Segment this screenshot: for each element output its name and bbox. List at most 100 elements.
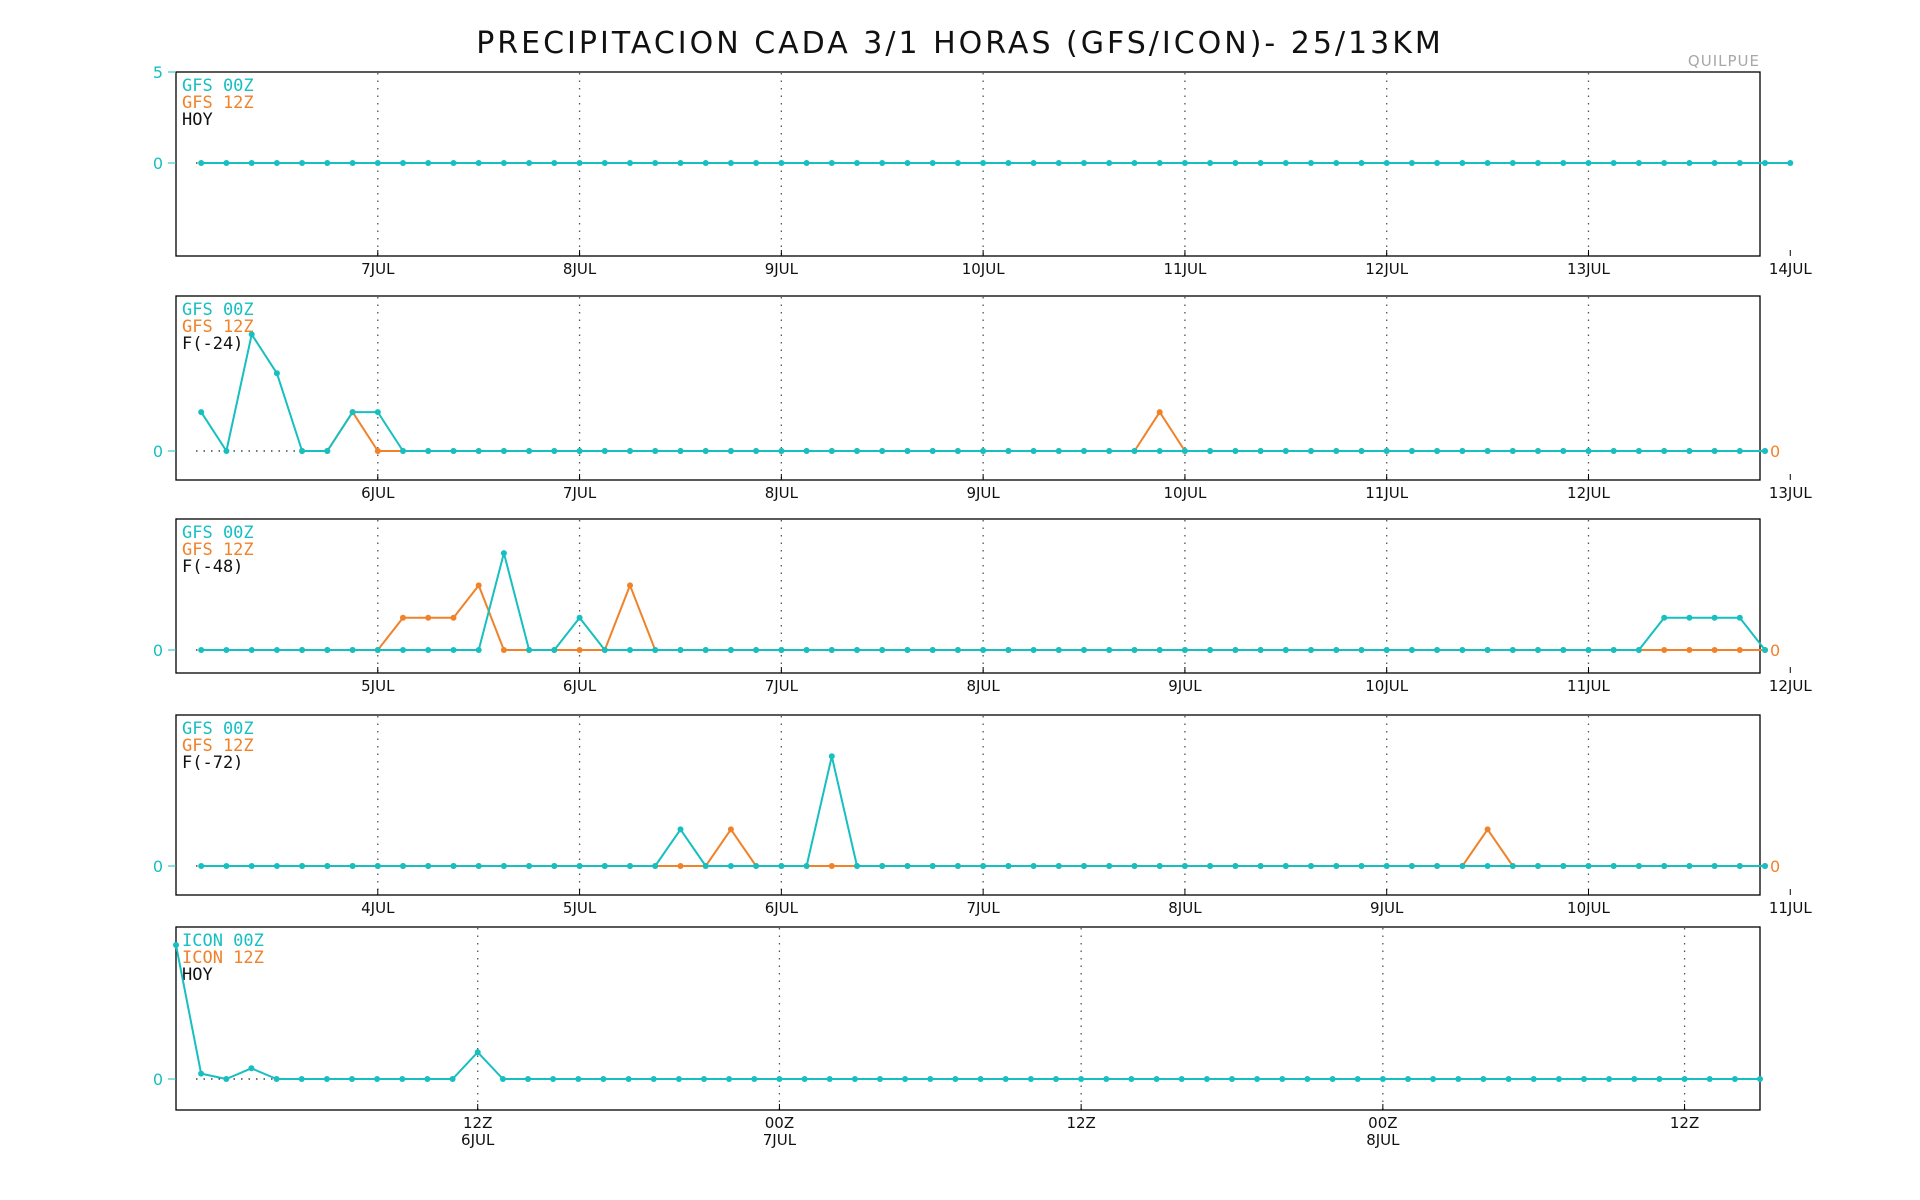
station-label: QUILPUE xyxy=(1688,52,1760,70)
x-tick-label: 10JUL xyxy=(1365,677,1408,695)
data-point xyxy=(1656,1076,1663,1082)
data-point xyxy=(1282,863,1289,869)
data-point xyxy=(1055,160,1062,166)
legend-entry: GFS 00Z xyxy=(182,719,254,739)
data-point xyxy=(1635,647,1642,653)
data-point xyxy=(550,1076,557,1082)
data-point xyxy=(1329,1076,1336,1082)
data-point xyxy=(1153,1076,1160,1082)
data-point xyxy=(1081,647,1087,653)
data-point xyxy=(1030,647,1037,653)
data-point xyxy=(1254,1076,1261,1082)
data-point xyxy=(1661,448,1668,454)
data-point xyxy=(299,160,306,166)
data-point xyxy=(753,863,760,869)
data-point xyxy=(727,647,734,653)
x-tick-label: 7JUL xyxy=(361,260,395,278)
data-point xyxy=(1232,160,1239,166)
data-point xyxy=(1762,160,1768,166)
data-point xyxy=(1106,448,1113,454)
data-point xyxy=(475,160,482,166)
x-tick-label: 5JUL xyxy=(563,899,597,917)
data-point xyxy=(1480,1076,1487,1082)
data-point xyxy=(1731,1076,1738,1082)
y-tick-label: 5 xyxy=(153,63,163,82)
data-point xyxy=(475,448,482,454)
x-tick-label: 7JUL xyxy=(563,484,597,502)
data-point xyxy=(627,647,633,653)
x-tick-label: 13JUL xyxy=(1769,484,1812,502)
data-point xyxy=(576,647,583,653)
data-point xyxy=(449,1076,456,1082)
data-point xyxy=(1635,863,1642,869)
data-point xyxy=(1156,160,1163,166)
data-point xyxy=(753,160,760,166)
x-tick-label: 5JUL xyxy=(361,677,395,695)
data-point xyxy=(499,1076,506,1082)
data-point xyxy=(1383,160,1390,166)
data-point xyxy=(1257,863,1264,869)
data-point xyxy=(1308,647,1314,653)
data-point xyxy=(778,863,785,869)
x-tick-label: 12JUL xyxy=(1567,484,1610,502)
data-point xyxy=(701,1076,707,1082)
data-point xyxy=(826,1076,833,1082)
data-point xyxy=(374,448,381,454)
data-point xyxy=(1308,863,1314,869)
data-point xyxy=(627,448,633,454)
data-point xyxy=(601,647,608,653)
x-tick-label: 12JUL xyxy=(1365,260,1408,278)
x-tick-sublabel: 8JUL xyxy=(1366,1131,1400,1149)
data-point xyxy=(1509,863,1516,869)
data-point xyxy=(927,1076,934,1082)
data-point xyxy=(702,647,709,653)
data-point xyxy=(1661,647,1668,653)
data-point xyxy=(1505,1076,1512,1082)
x-tick-label: 12Z xyxy=(463,1114,492,1132)
data-point xyxy=(324,863,331,869)
data-point xyxy=(1631,1076,1638,1082)
data-point xyxy=(1156,409,1163,416)
data-point xyxy=(1106,647,1113,653)
data-point xyxy=(1358,448,1365,454)
data-point xyxy=(702,863,709,869)
data-point xyxy=(1081,448,1087,454)
data-point xyxy=(1383,647,1390,653)
data-point xyxy=(1509,448,1516,454)
data-point xyxy=(1661,160,1668,166)
x-tick-label: 9JUL xyxy=(1168,677,1202,695)
data-point xyxy=(450,863,457,869)
data-point xyxy=(198,160,205,166)
x-tick-label: 9JUL xyxy=(765,260,799,278)
data-point xyxy=(854,863,860,869)
data-point xyxy=(1181,647,1188,653)
data-point xyxy=(650,1076,657,1082)
data-point xyxy=(223,1076,230,1082)
data-point xyxy=(1585,160,1592,166)
data-point xyxy=(1282,448,1289,454)
legend-entry: GFS 12Z xyxy=(182,317,254,337)
data-point xyxy=(1282,647,1289,653)
data-point xyxy=(601,448,608,454)
x-tick-sublabel: 7JUL xyxy=(763,1131,797,1149)
y-tick-label-right: 0 xyxy=(1770,857,1780,876)
data-point xyxy=(1455,1076,1462,1082)
data-point xyxy=(323,1076,330,1082)
data-point xyxy=(954,647,961,653)
data-point xyxy=(601,160,608,166)
data-point xyxy=(248,331,255,338)
data-point xyxy=(1585,647,1592,653)
series-line xyxy=(175,944,1760,1080)
data-point xyxy=(1509,647,1516,653)
data-point xyxy=(1181,448,1188,454)
x-tick-sublabel: 6JUL xyxy=(461,1131,495,1149)
data-point xyxy=(879,448,886,454)
data-point xyxy=(1509,160,1516,166)
data-point xyxy=(1106,863,1113,869)
data-point xyxy=(349,863,356,869)
data-point xyxy=(1081,863,1087,869)
y-tick-label: 0 xyxy=(153,154,163,173)
plot-frame xyxy=(175,518,1761,674)
data-point xyxy=(803,160,810,166)
